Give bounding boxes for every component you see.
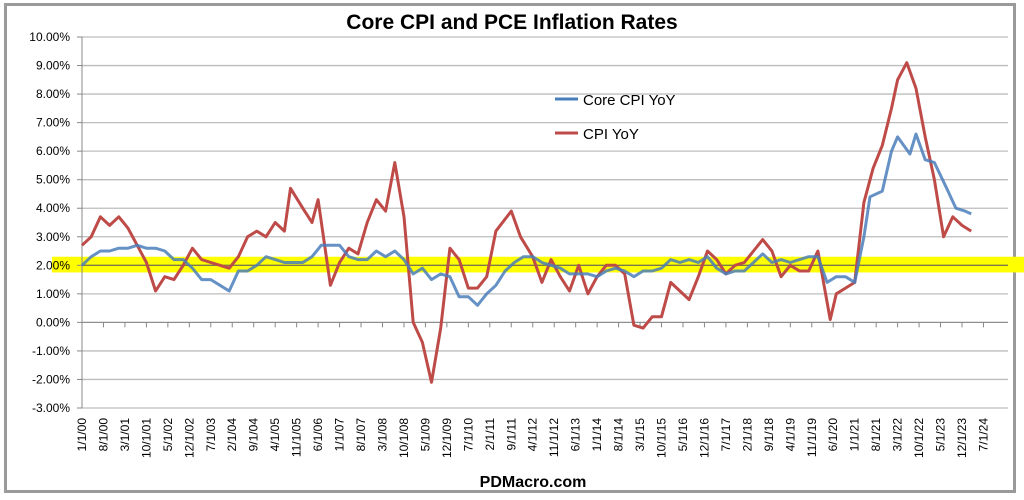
gridlines — [82, 36, 1008, 409]
y-tick-label: 2.00% — [36, 258, 70, 272]
y-tick-label: 1.00% — [36, 287, 70, 301]
x-tick-label: 5/1/02 — [161, 418, 175, 452]
x-tick-label: 7/1/17 — [719, 418, 733, 452]
x-tick-label: 6/1/13 — [569, 418, 583, 452]
x-tick-label: 11/1/05 — [290, 418, 304, 457]
x-axis-title: PDMacro.com — [480, 474, 587, 491]
x-tick-label: 2/1/18 — [740, 418, 754, 452]
x-tick-label: 8/1/07 — [354, 418, 368, 452]
x-tick-label: 4/1/12 — [526, 418, 540, 452]
x-tick-label: 9/1/18 — [762, 418, 776, 452]
y-tick-label: 5.00% — [36, 173, 70, 187]
y-tick-label: 6.00% — [36, 144, 70, 158]
x-tick-label: 5/1/16 — [676, 418, 690, 452]
x-tick-label: 3/1/22 — [891, 418, 905, 452]
x-tick-label: 8/1/00 — [96, 418, 110, 452]
y-tick-label: 9.00% — [36, 59, 70, 73]
series-lines — [80, 61, 972, 384]
y-tick-label: -3.00% — [32, 401, 70, 415]
axes — [77, 36, 1008, 409]
x-tick-label: 7/1/10 — [461, 418, 475, 452]
x-tick-label: 9/1/04 — [247, 418, 261, 452]
x-tick-label: 8/1/14 — [612, 418, 626, 452]
x-tick-label: 12/1/09 — [440, 418, 454, 458]
x-tick-label: 10/1/01 — [139, 418, 153, 458]
x-tick-label: 5/1/09 — [418, 418, 432, 452]
x-tick-label: 1/1/21 — [848, 418, 862, 452]
x-tick-label: 12/1/23 — [955, 418, 969, 458]
series-line-cpi-yoy — [80, 61, 972, 384]
y-tick-label: -1.00% — [32, 344, 70, 358]
y-tick-label: -2.00% — [32, 372, 70, 386]
y-tick-label: 10.00% — [29, 30, 70, 44]
y-tick-label: 3.00% — [36, 230, 70, 244]
x-tick-label: 4/1/05 — [268, 418, 282, 452]
y-tick-label: 7.00% — [36, 116, 70, 130]
x-tick-label: 3/1/15 — [633, 418, 647, 452]
x-tick-labels: 1/1/00 8/1/00 3/1/01 10/1/01 5/1/02 12/1/02 7/… — [75, 418, 990, 458]
y-tick-label: 0.00% — [36, 315, 70, 329]
x-tick-label: 6/1/06 — [311, 418, 325, 452]
legend: Core CPI YoY CPI YoY — [555, 92, 676, 143]
x-tick-label: 1/1/14 — [590, 418, 604, 452]
x-tick-label: 6/1/20 — [826, 418, 840, 452]
x-tick-label: 11/1/19 — [805, 418, 819, 457]
x-tick-label: 5/1/23 — [934, 418, 948, 452]
x-tick-label: 12/1/02 — [182, 418, 196, 458]
chart-title: Core CPI and PCE Inflation Rates — [346, 11, 677, 34]
x-tick-label: 1/1/07 — [333, 418, 347, 452]
x-tick-label: 4/1/19 — [783, 418, 797, 452]
x-tick-label: 10/1/15 — [655, 418, 669, 458]
x-tick-label: 2/1/11 — [483, 418, 497, 451]
y-tick-label: 8.00% — [36, 87, 70, 101]
y-tick-labels: -3.00% -2.00% -1.00% 0.00% 1.00% 2.00% 3.00% 4.… — [29, 30, 70, 415]
legend-label-core-cpi: Core CPI YoY — [583, 92, 676, 109]
x-tick-label: 7/1/03 — [204, 418, 218, 452]
chart-frame — [4, 3, 1016, 493]
x-tick-label: 7/1/24 — [976, 418, 990, 452]
x-tick-label: 10/1/22 — [912, 418, 926, 458]
x-tick-label: 2/1/04 — [225, 418, 239, 452]
x-tick-label: 1/1/00 — [75, 418, 89, 452]
x-tick-label: 8/1/21 — [869, 418, 883, 452]
x-tick-label: 12/1/16 — [697, 418, 711, 458]
legend-label-cpi: CPI YoY — [583, 126, 639, 143]
series-line-core-cpi-yoy — [80, 132, 972, 307]
y-tick-label: 4.00% — [36, 201, 70, 215]
x-tick-label: 9/1/11 — [504, 418, 518, 451]
x-tick-label: 10/1/08 — [397, 418, 411, 458]
x-tick-label: 3/1/01 — [118, 418, 132, 452]
x-tick-label: 3/1/08 — [375, 418, 389, 452]
x-tick-label: 11/1/12 — [547, 418, 561, 457]
